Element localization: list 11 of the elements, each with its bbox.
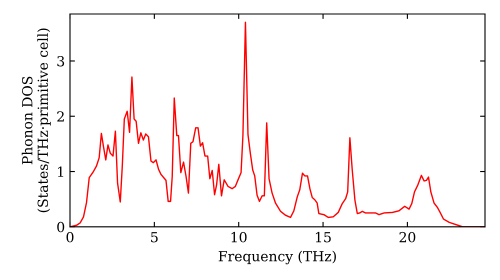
y-axis-title: Phonon DOS (States/THz·primitive cell) bbox=[22, 28, 51, 212]
y-tick-label: 3 bbox=[57, 56, 64, 66]
x-axis-title: Frequency (THz) bbox=[218, 250, 336, 264]
x-tick-label: 10 bbox=[232, 232, 247, 242]
y-tick-label: 2 bbox=[57, 111, 64, 122]
y-tick-label: 0 bbox=[57, 222, 64, 232]
y-tick-label: 1 bbox=[58, 166, 64, 177]
x-tick-label: 20 bbox=[400, 232, 416, 242]
x-tick-label: 5 bbox=[151, 232, 158, 242]
x-tick-label: 15 bbox=[316, 232, 331, 242]
x-tick-label: 0 bbox=[66, 232, 74, 242]
